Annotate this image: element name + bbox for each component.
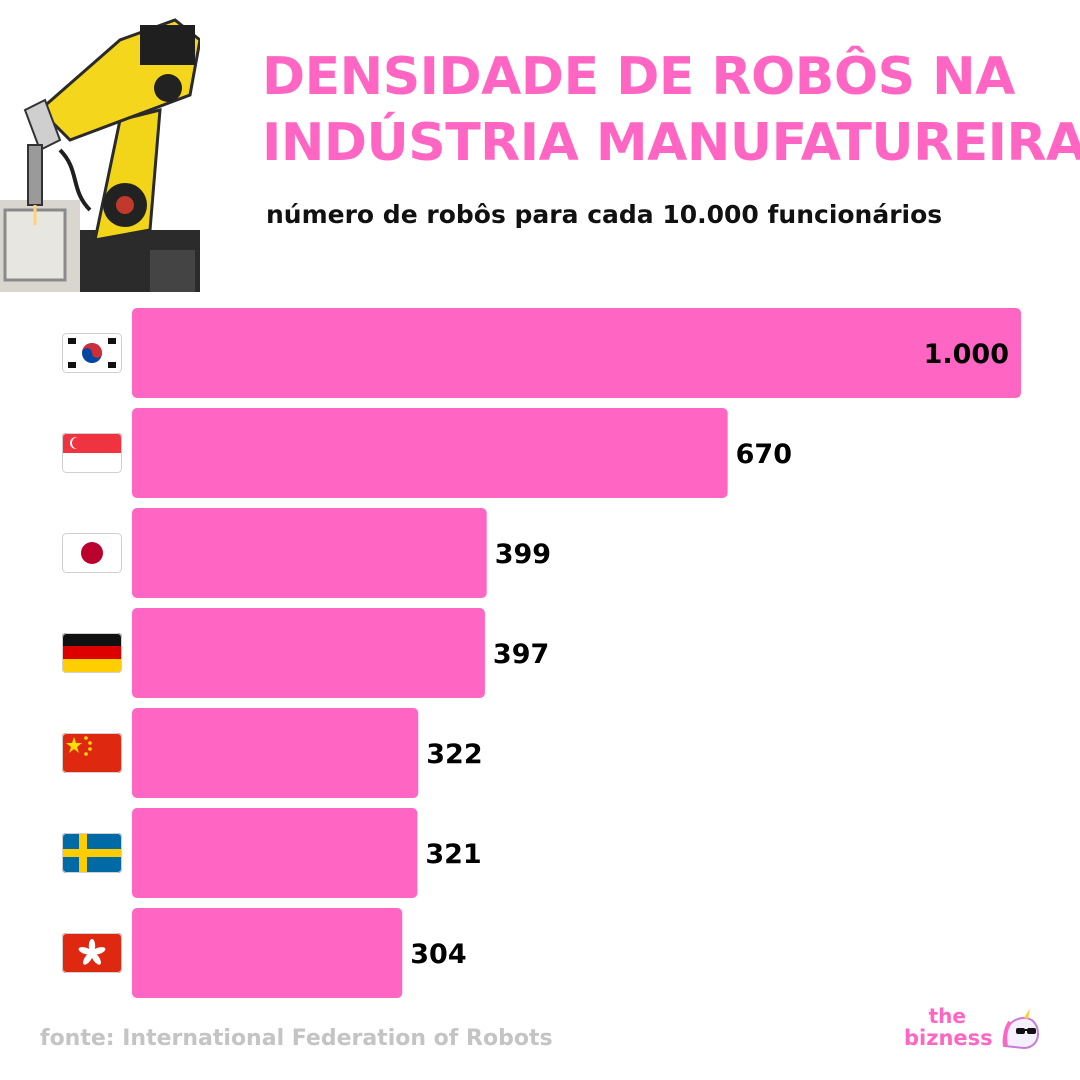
bar-value-label: 322 [426,739,482,770]
bar-value-label: 321 [425,839,481,870]
south-korea-flag [62,333,122,373]
bar-chart: 1.000 670 399 397 322 321 304 [62,308,1021,998]
bar-row: 399 [62,508,551,598]
bar [132,508,487,598]
unicorn-icon [1002,1008,1040,1050]
title-line-2: INDÚSTRIA MANUFATUREIRA [262,113,1080,173]
bar-row: 670 [62,408,792,498]
hong-kong-flag [62,933,122,973]
bar-row: 1.000 [62,308,1021,398]
logo-the-text: the [928,1004,966,1028]
page-title: DENSIDADE DE ROBÔS NA INDÚSTRIA MANUFATU… [262,44,1080,176]
bar-value-label: 1.000 [924,339,1009,370]
bar-value-label: 399 [495,539,551,570]
source-note: fonte: International Federation of Robot… [40,1026,553,1051]
brand-logo: the bizness [900,1000,1050,1060]
bar [132,308,1021,398]
china-flag [62,733,122,773]
bar [132,408,728,498]
bar [132,908,403,998]
bar-value-label: 304 [410,939,466,970]
robot-arm-image [0,0,200,292]
bar [132,608,485,698]
bar-row: 304 [62,908,467,998]
bar-row: 321 [62,808,482,898]
page-subtitle: número de robôs para cada 10.000 funcion… [266,200,943,229]
sweden-flag [62,833,122,873]
title-line-1: DENSIDADE DE ROBÔS NA [262,47,1015,107]
bar-row: 322 [62,708,483,798]
bar-value-label: 397 [493,639,549,670]
singapore-flag [62,433,122,473]
bar-value-label: 670 [736,439,792,470]
germany-flag [62,633,122,673]
bar [132,808,418,898]
logo-bizness-text: bizness [904,1026,993,1050]
bar [132,708,419,798]
bar-row: 397 [62,608,549,698]
japan-flag [62,533,122,573]
